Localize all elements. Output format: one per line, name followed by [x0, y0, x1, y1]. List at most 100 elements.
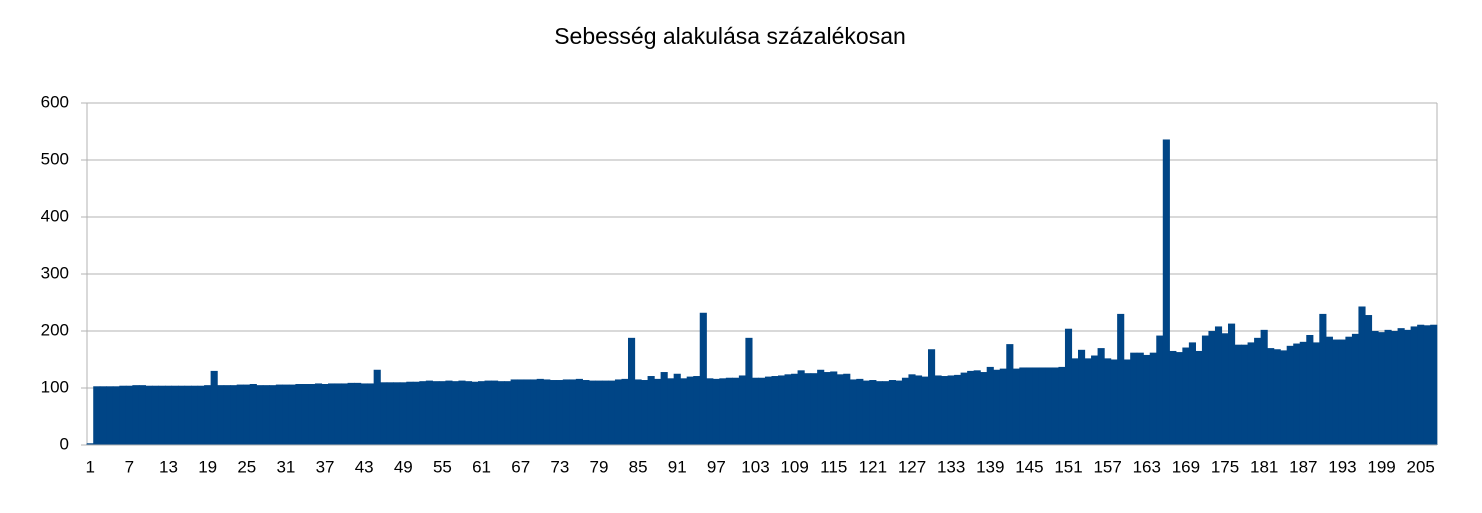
bar — [1201, 335, 1210, 445]
bar — [145, 385, 153, 445]
bar — [432, 381, 440, 445]
bar — [1045, 367, 1053, 445]
bar — [275, 384, 283, 445]
bar — [1175, 352, 1183, 445]
bar — [1338, 339, 1346, 445]
bar — [1195, 350, 1203, 445]
bar — [712, 378, 720, 445]
bar — [869, 380, 877, 445]
bar — [530, 379, 538, 445]
bar — [817, 369, 825, 445]
bar — [673, 373, 681, 445]
bar — [347, 382, 355, 445]
x-tick-label: 193 — [1328, 457, 1356, 476]
y-tick-label: 400 — [41, 206, 69, 225]
bar — [1364, 315, 1373, 445]
bar — [784, 374, 792, 445]
bar — [836, 374, 844, 445]
bar — [973, 370, 981, 445]
bar — [1404, 329, 1412, 445]
x-tick-label: 25 — [237, 457, 256, 476]
y-tick-label: 0 — [60, 434, 69, 453]
bar — [341, 383, 349, 445]
bar — [1058, 366, 1066, 445]
bar — [908, 374, 916, 445]
x-tick-label: 55 — [433, 457, 452, 476]
bar — [380, 382, 388, 445]
bar — [523, 379, 531, 445]
bar — [301, 384, 310, 445]
bar — [601, 380, 610, 445]
bar — [484, 380, 492, 445]
bar — [334, 383, 342, 445]
bar — [641, 380, 649, 445]
bar — [830, 371, 838, 445]
x-tick-label: 91 — [668, 457, 687, 476]
bar — [647, 376, 655, 445]
bar — [667, 378, 675, 445]
bar — [778, 375, 786, 445]
x-tick-label: 121 — [859, 457, 887, 476]
bar — [569, 379, 577, 445]
x-tick-label: 199 — [1367, 457, 1395, 476]
bar — [1378, 332, 1386, 445]
x-tick-label: 169 — [1172, 457, 1200, 476]
bar — [1345, 336, 1353, 445]
bar — [1228, 323, 1236, 445]
bar — [1019, 367, 1027, 445]
bar — [151, 385, 160, 445]
bar — [1267, 348, 1275, 445]
bar — [1293, 343, 1301, 445]
bar — [706, 378, 714, 445]
bar — [758, 377, 766, 445]
bar — [1280, 350, 1288, 445]
bar — [921, 376, 929, 445]
bar — [243, 384, 251, 445]
bar — [1156, 335, 1164, 445]
x-tick-label: 205 — [1407, 457, 1435, 476]
bar — [588, 380, 596, 445]
bar — [373, 369, 381, 445]
bar — [99, 386, 107, 445]
bar — [1391, 331, 1399, 445]
bar — [862, 380, 870, 445]
bar — [699, 312, 707, 445]
bar — [1254, 337, 1262, 445]
bar — [849, 379, 857, 445]
bar — [1117, 313, 1125, 445]
bar — [543, 379, 551, 445]
bar — [993, 369, 1001, 445]
x-tick-label: 115 — [820, 457, 847, 476]
bar — [549, 380, 557, 445]
bar — [1136, 352, 1144, 445]
bar — [191, 385, 199, 445]
bar — [458, 380, 466, 445]
bar — [1319, 313, 1327, 445]
x-tick-label: 133 — [937, 457, 965, 476]
x-tick-label: 43 — [355, 457, 374, 476]
bar — [536, 378, 544, 445]
bar — [928, 349, 936, 445]
bar — [204, 385, 212, 445]
bar — [967, 370, 975, 445]
bar — [471, 381, 479, 445]
bar — [419, 381, 427, 445]
bar — [1423, 325, 1431, 445]
bar — [888, 380, 896, 445]
bar — [1038, 367, 1046, 445]
bar — [230, 385, 238, 445]
bar — [171, 385, 179, 445]
bar — [1006, 344, 1014, 445]
bar — [406, 381, 414, 445]
bar — [510, 379, 518, 445]
x-tick-label: 145 — [1015, 457, 1043, 476]
bar — [412, 381, 420, 445]
bar — [464, 381, 473, 445]
x-tick-label: 37 — [316, 457, 335, 476]
bar — [1162, 139, 1170, 446]
bar — [1130, 352, 1138, 445]
bar — [764, 376, 773, 445]
bar — [934, 375, 942, 445]
bar — [1025, 367, 1033, 445]
bar — [393, 382, 401, 445]
